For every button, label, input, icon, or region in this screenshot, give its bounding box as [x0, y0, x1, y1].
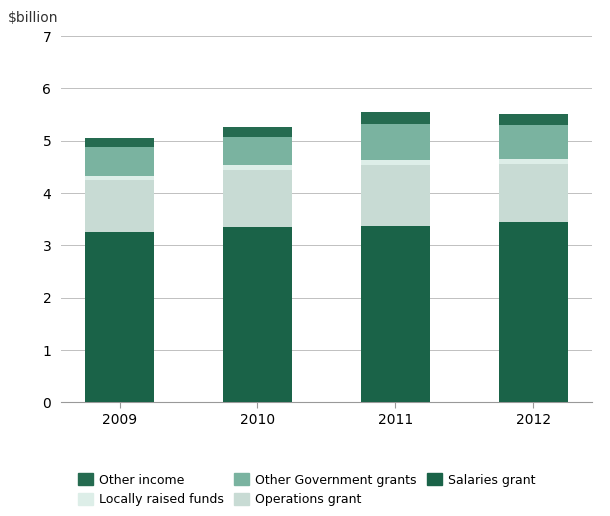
- Bar: [498, 164, 567, 222]
- Bar: [361, 166, 429, 225]
- Bar: [85, 147, 154, 176]
- Bar: [361, 160, 429, 166]
- Bar: [85, 180, 154, 232]
- Bar: [223, 137, 292, 166]
- Bar: [85, 232, 154, 402]
- Bar: [223, 127, 292, 137]
- Bar: [223, 170, 292, 227]
- Bar: [223, 227, 292, 402]
- Bar: [361, 112, 429, 123]
- Bar: [498, 125, 567, 159]
- Bar: [498, 114, 567, 125]
- Bar: [361, 225, 429, 402]
- Text: $billion: $billion: [8, 11, 59, 25]
- Bar: [223, 166, 292, 170]
- Bar: [498, 222, 567, 402]
- Legend: Other income, Locally raised funds, Other Government grants, Operations grant, S: Other income, Locally raised funds, Othe…: [78, 473, 536, 506]
- Bar: [361, 123, 429, 160]
- Bar: [85, 176, 154, 180]
- Bar: [498, 159, 567, 164]
- Bar: [85, 138, 154, 147]
